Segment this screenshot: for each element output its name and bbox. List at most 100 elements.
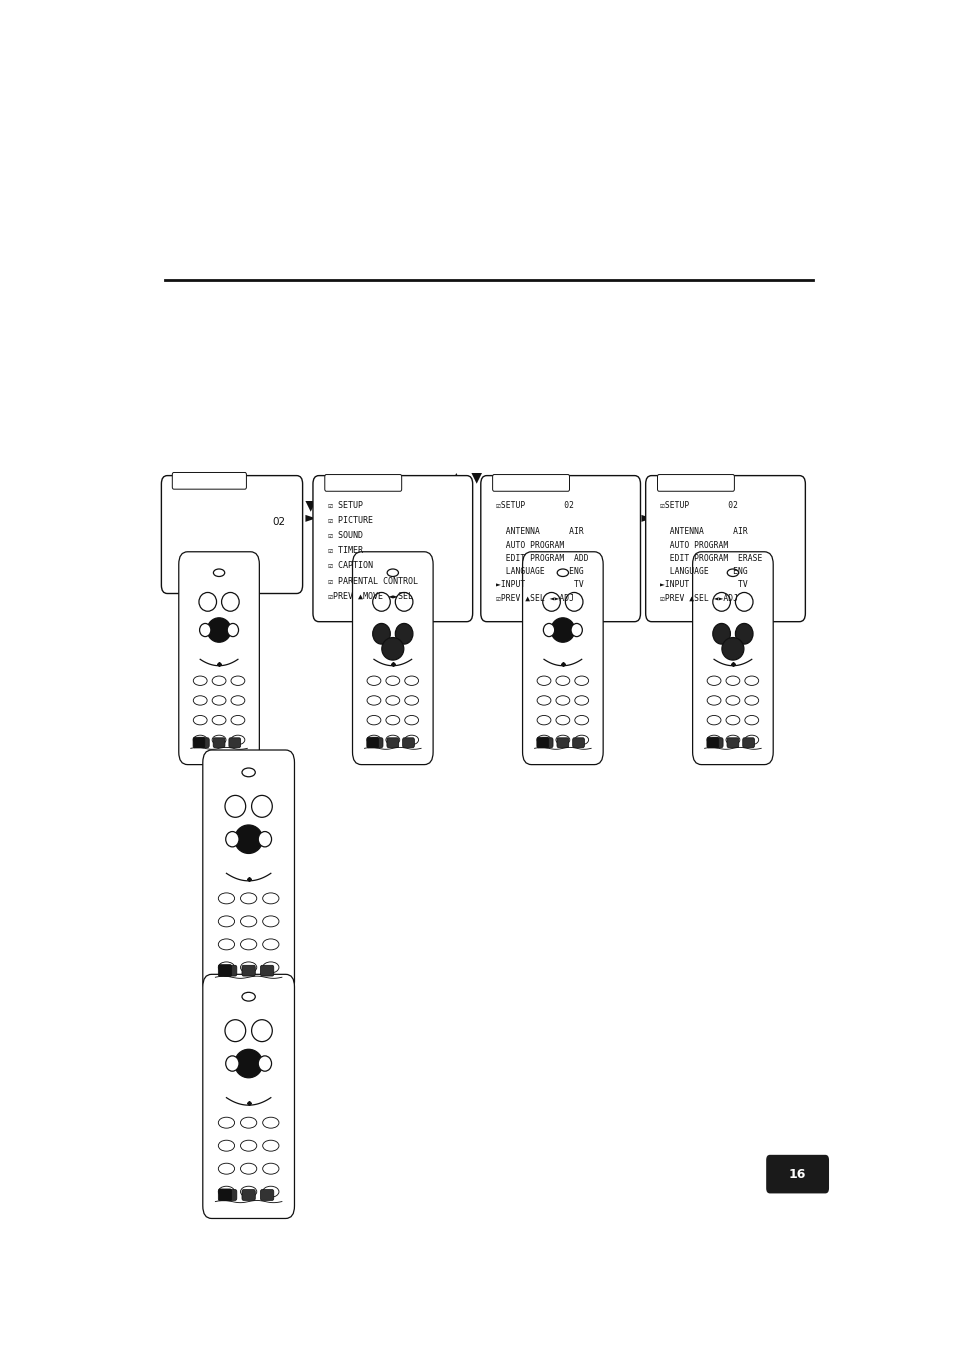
Ellipse shape — [725, 695, 739, 705]
FancyBboxPatch shape — [203, 751, 294, 995]
Text: EDIT PROGRAM  ADD: EDIT PROGRAM ADD — [495, 554, 588, 562]
Ellipse shape — [240, 1163, 256, 1175]
Ellipse shape — [565, 592, 582, 611]
Ellipse shape — [575, 676, 588, 686]
Text: ▲  ▼: ▲ ▼ — [451, 470, 481, 485]
Ellipse shape — [404, 695, 418, 705]
Ellipse shape — [262, 1163, 278, 1175]
FancyBboxPatch shape — [540, 738, 553, 748]
Ellipse shape — [218, 1140, 234, 1152]
Ellipse shape — [234, 1049, 262, 1077]
Ellipse shape — [386, 695, 399, 705]
Ellipse shape — [712, 592, 730, 611]
Ellipse shape — [258, 832, 272, 847]
FancyBboxPatch shape — [218, 1188, 232, 1201]
Text: 16: 16 — [788, 1168, 805, 1180]
Ellipse shape — [706, 676, 720, 686]
FancyBboxPatch shape — [203, 974, 294, 1218]
Ellipse shape — [725, 715, 739, 725]
Text: ►INPUT          TV: ►INPUT TV — [659, 580, 747, 589]
Ellipse shape — [367, 676, 380, 686]
FancyBboxPatch shape — [742, 738, 754, 748]
FancyBboxPatch shape — [353, 551, 433, 764]
FancyBboxPatch shape — [213, 738, 225, 748]
FancyBboxPatch shape — [218, 965, 232, 977]
Ellipse shape — [543, 623, 554, 637]
Text: ☑SETUP        02: ☑SETUP 02 — [495, 501, 573, 509]
Ellipse shape — [735, 623, 752, 644]
Ellipse shape — [199, 592, 216, 611]
FancyBboxPatch shape — [726, 738, 738, 748]
Text: ANTENNA      AIR: ANTENNA AIR — [659, 527, 747, 537]
FancyBboxPatch shape — [480, 476, 639, 622]
Ellipse shape — [231, 676, 245, 686]
Ellipse shape — [242, 768, 255, 776]
FancyBboxPatch shape — [367, 737, 378, 748]
Ellipse shape — [395, 623, 413, 644]
Ellipse shape — [240, 939, 256, 950]
Text: EDIT PROGRAM  ERASE: EDIT PROGRAM ERASE — [659, 554, 762, 562]
Ellipse shape — [240, 1118, 256, 1129]
Ellipse shape — [550, 618, 575, 642]
Ellipse shape — [258, 1056, 272, 1072]
Ellipse shape — [386, 676, 399, 686]
Ellipse shape — [240, 1186, 256, 1198]
FancyBboxPatch shape — [229, 738, 240, 748]
Text: ANTENNA      AIR: ANTENNA AIR — [495, 527, 582, 537]
Text: ☑PREV ▲SEL ◄►ADJ: ☑PREV ▲SEL ◄►ADJ — [659, 593, 738, 603]
FancyBboxPatch shape — [537, 737, 548, 748]
Ellipse shape — [386, 715, 399, 725]
Ellipse shape — [227, 623, 238, 637]
Ellipse shape — [537, 695, 550, 705]
FancyBboxPatch shape — [313, 476, 472, 622]
FancyBboxPatch shape — [645, 476, 804, 622]
Ellipse shape — [234, 825, 262, 854]
Ellipse shape — [218, 962, 234, 973]
Ellipse shape — [240, 1140, 256, 1152]
Ellipse shape — [262, 1186, 278, 1198]
Ellipse shape — [262, 916, 278, 927]
Ellipse shape — [226, 1056, 239, 1072]
Ellipse shape — [537, 676, 550, 686]
FancyBboxPatch shape — [657, 474, 734, 492]
Ellipse shape — [212, 695, 226, 705]
Text: ☑ SOUND: ☑ SOUND — [328, 531, 362, 541]
FancyBboxPatch shape — [765, 1154, 828, 1194]
Ellipse shape — [225, 795, 246, 817]
Ellipse shape — [231, 715, 245, 725]
Ellipse shape — [726, 569, 738, 576]
Ellipse shape — [252, 795, 272, 817]
FancyBboxPatch shape — [161, 476, 302, 593]
FancyBboxPatch shape — [193, 737, 205, 748]
Ellipse shape — [373, 592, 390, 611]
Ellipse shape — [721, 638, 743, 660]
Text: AUTO PROGRAM: AUTO PROGRAM — [495, 541, 563, 550]
Ellipse shape — [218, 1186, 234, 1198]
Ellipse shape — [744, 676, 758, 686]
Ellipse shape — [404, 736, 418, 745]
Ellipse shape — [725, 736, 739, 745]
Text: AUTO PROGRAM: AUTO PROGRAM — [659, 541, 728, 550]
FancyBboxPatch shape — [242, 1190, 255, 1201]
Ellipse shape — [575, 715, 588, 725]
Ellipse shape — [193, 695, 207, 705]
FancyBboxPatch shape — [242, 965, 255, 976]
Ellipse shape — [193, 715, 207, 725]
Ellipse shape — [240, 962, 256, 973]
Ellipse shape — [373, 623, 390, 644]
Ellipse shape — [556, 676, 569, 686]
Ellipse shape — [367, 736, 380, 745]
Ellipse shape — [735, 592, 752, 611]
Ellipse shape — [706, 695, 720, 705]
Ellipse shape — [537, 736, 550, 745]
Ellipse shape — [240, 916, 256, 927]
Ellipse shape — [193, 736, 207, 745]
FancyBboxPatch shape — [197, 738, 209, 748]
Ellipse shape — [212, 676, 226, 686]
Ellipse shape — [226, 832, 239, 847]
Ellipse shape — [207, 618, 231, 642]
Ellipse shape — [242, 992, 255, 1001]
Text: 02: 02 — [273, 518, 285, 527]
Ellipse shape — [213, 569, 225, 576]
Ellipse shape — [556, 715, 569, 725]
